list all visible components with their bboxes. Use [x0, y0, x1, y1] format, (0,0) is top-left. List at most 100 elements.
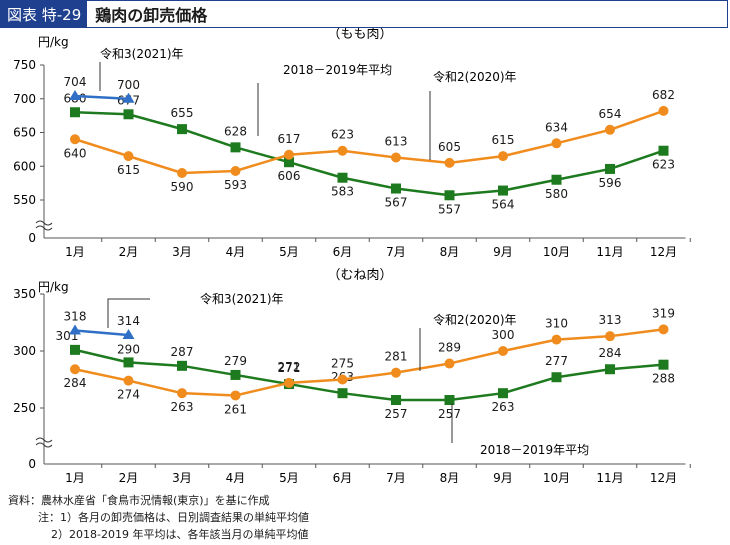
data-label: 654 [599, 107, 622, 121]
data-point-square [444, 395, 455, 406]
data-label: 617 [278, 132, 301, 146]
data-label: 263 [171, 400, 194, 414]
data-label: 605 [438, 140, 461, 154]
y-tick-label: 300 [13, 344, 36, 358]
series-line [74, 329, 129, 337]
data-point-circle [391, 152, 401, 163]
data-point-square [123, 357, 134, 368]
data-label: 289 [438, 341, 461, 355]
note-2: 2）2018-2019 年平均は、各年該当月の単純平均値 [51, 528, 309, 541]
data-label: 623 [331, 128, 354, 142]
legend-label: 2018－2019年平均 [480, 443, 589, 457]
data-point-square [658, 145, 669, 156]
data-label: 290 [117, 342, 140, 356]
note-1: 注：1）各月の卸売価格は、日別調査結果の単純平均値 [38, 511, 309, 524]
data-point-circle [123, 151, 134, 162]
data-point-triangle [122, 329, 135, 340]
data-label: 274 [117, 388, 140, 402]
data-label: 593 [224, 178, 247, 192]
data-label: 564 [492, 198, 515, 212]
x-tick-label: 4月 [226, 245, 246, 259]
data-point-circle [123, 375, 134, 386]
legend-label: 令和3(2021)年 [200, 291, 284, 306]
x-tick-label: 9月 [493, 471, 513, 485]
data-label: 596 [599, 176, 622, 190]
data-label: 655 [171, 106, 194, 120]
data-point-circle [70, 134, 80, 145]
data-label: 314 [117, 314, 140, 328]
data-point-square [337, 388, 348, 399]
data-point-square [337, 172, 348, 183]
x-tick-label: 2月 [119, 245, 139, 259]
data-point-square [177, 124, 187, 135]
data-label: 288 [652, 372, 675, 386]
x-tick-label: 8月 [440, 245, 460, 259]
legend-callout-line [107, 298, 150, 328]
data-label: 700 [117, 78, 140, 92]
x-tick-label: 7月 [386, 471, 406, 485]
data-label: 310 [545, 317, 568, 331]
data-point-circle [284, 149, 294, 160]
data-point-circle [605, 124, 615, 135]
data-point-circle [444, 358, 455, 369]
data-label: 271 [278, 361, 301, 375]
x-tick-label: 12月 [650, 245, 677, 259]
x-tick-label: 10月 [543, 245, 570, 259]
legend-label: 令和2(2020)年 [433, 312, 517, 327]
data-point-triangle [122, 92, 135, 103]
data-label: 275 [331, 357, 354, 371]
data-label: 580 [545, 187, 568, 201]
data-point-circle [284, 377, 294, 388]
data-point-square [230, 369, 241, 380]
data-point-circle [498, 151, 508, 162]
x-tick-label: 3月 [172, 245, 192, 259]
figure-notes: 資料：農林水産省「食鳥市況情報(東京)」を基に作成 注：1）各月の卸売価格は、日… [8, 492, 309, 543]
data-point-circle [391, 367, 401, 378]
panel-title: （もも肉） [327, 28, 392, 42]
x-tick-label: 2月 [119, 471, 139, 485]
data-label: 567 [385, 196, 408, 210]
data-point-square [498, 388, 508, 399]
data-label: 318 [64, 309, 87, 323]
data-point-circle [337, 374, 348, 385]
data-label: 257 [438, 407, 461, 421]
legend-label: 2018－2019年平均 [283, 63, 392, 77]
data-point-circle [177, 168, 187, 178]
data-point-circle [444, 157, 455, 168]
data-label: 623 [652, 158, 675, 172]
data-label: 640 [64, 146, 87, 160]
y-tick-label: 650 [13, 126, 36, 140]
x-tick-label: 10月 [543, 471, 570, 485]
data-label: 557 [438, 202, 461, 216]
x-tick-label: 1月 [65, 471, 85, 485]
data-label: 300 [492, 328, 515, 342]
data-label: 279 [224, 354, 247, 368]
data-point-square [605, 163, 615, 174]
data-point-circle [230, 390, 241, 401]
y-tick-label-zero: 0 [28, 231, 36, 245]
data-label: 634 [545, 120, 568, 134]
data-label: 284 [599, 346, 622, 360]
data-point-circle [177, 388, 187, 399]
y-tick-label-zero: 0 [28, 457, 36, 471]
x-tick-label: 8月 [440, 471, 460, 485]
series-line [74, 328, 664, 397]
figure-header: 図表 特-29 鶏肉の卸売価格 [0, 0, 728, 28]
data-point-square [391, 183, 401, 194]
figure-title: 鶏肉の卸売価格 [95, 6, 208, 25]
data-label: 682 [652, 88, 675, 102]
figure-tag: 図表 特-29 [1, 1, 88, 27]
x-tick-label: 6月 [333, 471, 353, 485]
x-tick-label: 9月 [493, 245, 513, 259]
series-line [74, 94, 129, 100]
y-tick-label: 700 [13, 92, 36, 106]
data-point-circle [658, 324, 669, 335]
x-tick-label: 11月 [596, 471, 623, 485]
data-label: 606 [278, 169, 301, 183]
data-point-square [444, 190, 455, 201]
data-point-square [177, 360, 187, 371]
y-tick-label: 600 [13, 159, 36, 173]
source-note: 資料：農林水産省「食鳥市況情報(東京)」を基に作成 [8, 494, 270, 507]
panel-title: （むね肉） [327, 268, 392, 283]
x-tick-label: 6月 [333, 245, 353, 259]
